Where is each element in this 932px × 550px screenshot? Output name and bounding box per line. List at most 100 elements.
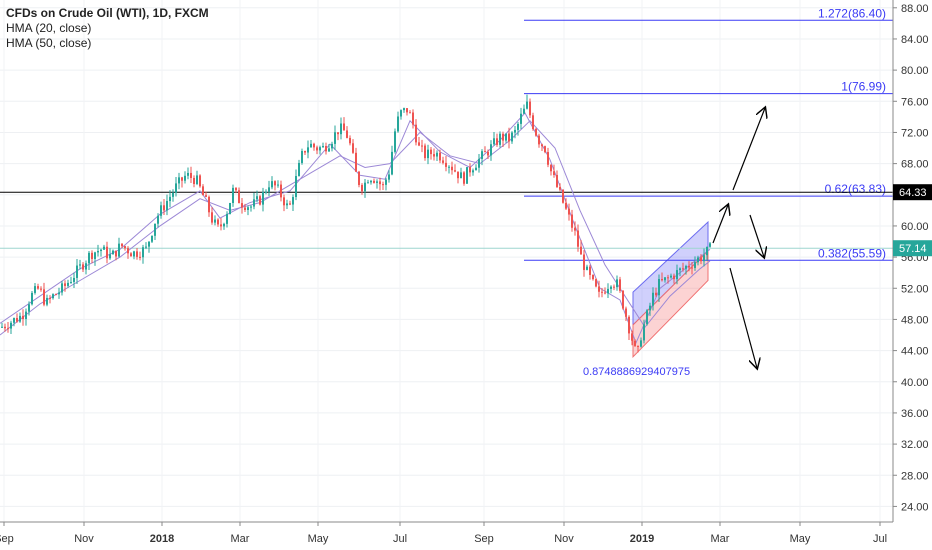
candle-body: [313, 143, 315, 148]
price-tick-label: 60.00: [901, 221, 929, 233]
candle-body: [610, 286, 612, 289]
candle-body: [64, 283, 66, 286]
fib-label: 1(76.99): [841, 80, 886, 94]
candle-body: [292, 197, 294, 205]
candle-body: [22, 315, 24, 319]
candle-body: [694, 262, 696, 268]
candle-body: [247, 207, 249, 210]
candle-body: [178, 177, 180, 184]
candle-body: [574, 227, 576, 231]
candle-body: [526, 101, 528, 109]
time-tick-label: Sep: [0, 533, 14, 545]
candle-body: [688, 266, 690, 268]
candle-body: [589, 266, 591, 275]
candle-body: [109, 254, 111, 259]
time-tick-label: Mar: [231, 533, 250, 545]
candle-body: [673, 275, 675, 280]
candle-body: [409, 112, 411, 114]
candle-body: [52, 294, 54, 299]
candle-body: [376, 181, 378, 183]
time-tick-label: May: [308, 533, 329, 545]
legend-title: CFDs on Crude Oil (WTI), 1D, FXCM: [6, 6, 209, 20]
price-axis: 24.00 28.00 32.00 36.00 40.00 44.00 48.00 52.00…: [892, 0, 932, 550]
candle-body: [466, 167, 468, 184]
candle-body: [391, 151, 393, 175]
candle-body: [145, 246, 147, 248]
candle-body: [94, 252, 96, 259]
candle-body: [157, 215, 159, 224]
hma50-series: [0, 120, 711, 336]
candle-body: [301, 150, 303, 163]
candle-body: [169, 196, 171, 202]
candle-body: [646, 310, 648, 325]
legend-indicator-hma50[interactable]: HMA (50, close): [6, 36, 92, 50]
candle-body: [535, 129, 537, 136]
candle-body: [562, 189, 564, 203]
candle-body: [676, 270, 678, 280]
candle-body: [496, 138, 498, 145]
candle-body: [37, 286, 39, 289]
candle-body: [367, 182, 369, 184]
time-axis-bg[interactable]: [0, 522, 932, 550]
candle-body: [175, 183, 177, 193]
time-tick-label: Mar: [711, 533, 730, 545]
candle-body: [229, 203, 231, 215]
candle-body: [511, 132, 513, 142]
candle-body: [31, 292, 33, 305]
hma20-series: [0, 112, 711, 345]
candle-body: [280, 184, 282, 198]
candle-body: [679, 268, 681, 271]
candle-body: [472, 170, 474, 173]
hline-price-label: 64.33: [899, 187, 927, 199]
candle-body: [649, 305, 651, 311]
candle-body: [682, 268, 684, 270]
price-tick-label: 84.00: [901, 34, 929, 46]
time-tick-label: Sep: [474, 533, 494, 545]
hline-price-badge: [893, 184, 932, 201]
candle-body: [319, 147, 321, 151]
candle-body: [475, 167, 477, 171]
candle-body: [325, 146, 327, 152]
candle-body: [217, 219, 219, 225]
candle-body: [4, 326, 6, 329]
candle-body: [559, 186, 561, 190]
candle-body: [334, 132, 336, 144]
candle-body: [262, 191, 264, 205]
candle-body: [118, 243, 120, 257]
candle-body: [130, 253, 132, 257]
forecast-arrow[interactable]: [712, 205, 728, 244]
candle-body: [46, 297, 48, 305]
candle-body: [148, 241, 150, 247]
candle-body: [244, 207, 246, 210]
forecast-arrow[interactable]: [732, 108, 765, 191]
candle-body: [355, 152, 357, 172]
candle-body: [91, 252, 93, 259]
candle-body: [166, 201, 168, 211]
time-tick-label: 2019: [630, 533, 654, 545]
candle-body: [283, 197, 285, 206]
candle-body: [529, 101, 531, 116]
candle-body: [226, 214, 228, 224]
candle-body: [664, 277, 666, 281]
candle-body: [460, 172, 462, 179]
candle-body: [274, 181, 276, 186]
price-tick-label: 40.00: [901, 377, 929, 389]
candle-body: [7, 328, 9, 330]
candle-body: [184, 175, 186, 181]
price-axis-bg[interactable]: [893, 0, 932, 550]
candle-body: [493, 138, 495, 145]
candle-body: [142, 247, 144, 258]
legend-indicator-hma20[interactable]: HMA (20, close): [6, 21, 92, 35]
candle-body: [643, 324, 645, 341]
forecast-arrow[interactable]: [749, 214, 764, 257]
candle-body: [586, 266, 588, 270]
candle-body: [706, 246, 708, 256]
candle-body: [505, 133, 507, 141]
time-tick-label: Jul: [873, 533, 887, 545]
candle-body: [199, 175, 201, 187]
candle-body: [277, 184, 279, 186]
candle-body: [457, 171, 459, 179]
candle-body: [700, 257, 702, 262]
forecast-arrow[interactable]: [729, 267, 757, 368]
